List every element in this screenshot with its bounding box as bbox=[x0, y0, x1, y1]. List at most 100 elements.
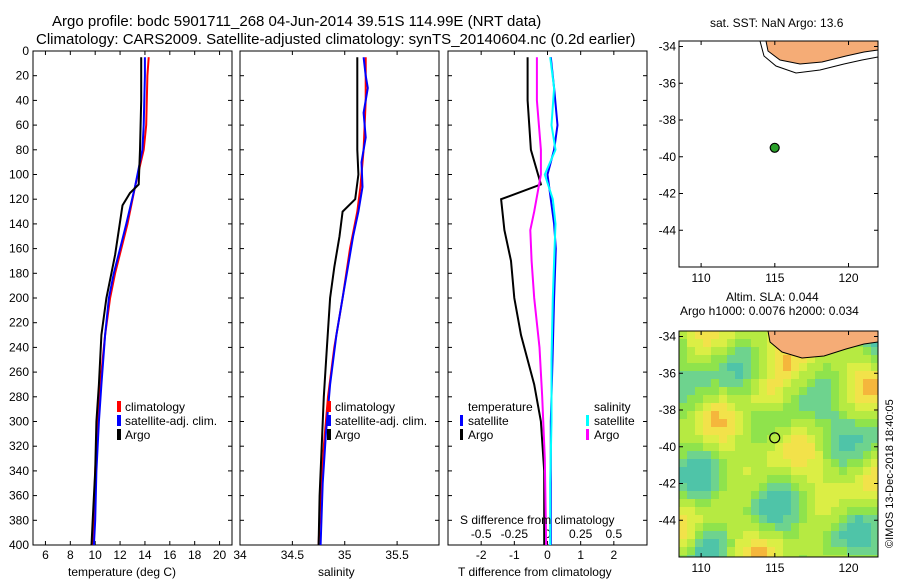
sla-cell bbox=[751, 403, 760, 412]
sla-cell bbox=[727, 467, 736, 476]
sla-cell bbox=[759, 483, 768, 492]
sla-cell bbox=[823, 387, 832, 396]
sla-cell bbox=[703, 355, 712, 364]
sla-cell bbox=[831, 419, 840, 428]
sla-cell bbox=[703, 531, 712, 540]
sla-cell bbox=[743, 379, 752, 388]
sla-cell bbox=[775, 403, 784, 412]
sla-cell bbox=[783, 379, 792, 388]
sla-cell bbox=[767, 491, 776, 500]
sla-cell bbox=[807, 523, 816, 532]
legend-label-s-argo: Argo bbox=[594, 428, 620, 442]
sla-cell bbox=[711, 419, 720, 428]
sla-cell bbox=[847, 403, 856, 412]
sla-cell bbox=[767, 467, 776, 476]
sla-cell bbox=[799, 555, 808, 557]
sla-cell bbox=[871, 419, 878, 428]
sla-cell bbox=[759, 523, 768, 532]
sla-cell bbox=[679, 475, 688, 484]
x-tick-label: 8 bbox=[67, 548, 74, 562]
sla-cell bbox=[679, 435, 688, 444]
sla-cell bbox=[863, 459, 872, 468]
sla-cell bbox=[831, 507, 840, 516]
sla-cell bbox=[735, 355, 744, 364]
sla-cell bbox=[727, 403, 736, 412]
sla-cell bbox=[679, 547, 688, 556]
sla-cell bbox=[679, 539, 688, 548]
sla-cell bbox=[719, 387, 728, 396]
sla-cell bbox=[727, 491, 736, 500]
sla-cell bbox=[783, 515, 792, 524]
sla-cell bbox=[735, 515, 744, 524]
sla-cell bbox=[759, 339, 768, 348]
sla-cell bbox=[775, 451, 784, 460]
sla-cell bbox=[759, 363, 768, 372]
sla-cell bbox=[735, 459, 744, 468]
sla-cell bbox=[855, 531, 864, 540]
sla-cell bbox=[735, 555, 744, 557]
sla-cell bbox=[751, 507, 760, 516]
sla-cell bbox=[759, 491, 768, 500]
sla-cell bbox=[775, 411, 784, 420]
sla-cell bbox=[847, 547, 856, 556]
sla-cell bbox=[815, 435, 824, 444]
sla-cell bbox=[735, 347, 744, 356]
sla-cell bbox=[727, 435, 736, 444]
sla-cell bbox=[823, 435, 832, 444]
sla-map-axes-box bbox=[678, 330, 879, 558]
sla-cell bbox=[759, 387, 768, 396]
sla-cell bbox=[815, 459, 824, 468]
sla-cell bbox=[767, 547, 776, 556]
sla-cell bbox=[871, 515, 878, 524]
sla-cell bbox=[759, 443, 768, 452]
sla-cell bbox=[759, 379, 768, 388]
sla-cell bbox=[799, 379, 808, 388]
sla-cell bbox=[735, 339, 744, 348]
legend-swatch-argo bbox=[117, 429, 121, 440]
sla-cell bbox=[807, 555, 816, 557]
sla-cell bbox=[767, 419, 776, 428]
sla-cell bbox=[735, 403, 744, 412]
sla-cell bbox=[815, 363, 824, 372]
sla-cell bbox=[839, 347, 848, 356]
sla-cell bbox=[871, 427, 878, 436]
sla-cell bbox=[703, 339, 712, 348]
sla-cell bbox=[751, 435, 760, 444]
sla-cell bbox=[751, 355, 760, 364]
lon-tick-label: 120 bbox=[839, 271, 859, 285]
s-tick-label: 0 bbox=[544, 527, 551, 541]
sla-cell bbox=[703, 395, 712, 404]
coastline-outline bbox=[759, 41, 878, 74]
sla-cell bbox=[767, 555, 776, 557]
sla-cell bbox=[727, 411, 736, 420]
sla-cell bbox=[695, 499, 704, 508]
sla-cell bbox=[839, 411, 848, 420]
sla-cell bbox=[863, 539, 872, 548]
sla-cell bbox=[831, 387, 840, 396]
sla-cell bbox=[815, 515, 824, 524]
temperature-axes-box bbox=[32, 50, 233, 546]
sla-cell bbox=[855, 411, 864, 420]
sla-cell bbox=[687, 523, 696, 532]
sla-cell bbox=[703, 467, 712, 476]
sla-cell bbox=[759, 347, 768, 356]
sla-cell bbox=[815, 539, 824, 548]
sla-cell bbox=[743, 363, 752, 372]
sla-cell bbox=[751, 555, 760, 557]
sla-cell bbox=[711, 467, 720, 476]
sla-cell bbox=[831, 395, 840, 404]
figure-title-line1: Argo profile: bodc 5901711_268 04-Jun-20… bbox=[52, 13, 541, 30]
sla-cell bbox=[751, 547, 760, 556]
sla-cell bbox=[767, 459, 776, 468]
legend-label-climatology: climatology bbox=[335, 400, 395, 414]
sla-cell bbox=[847, 411, 856, 420]
sla-cell bbox=[863, 379, 872, 388]
sla-cell bbox=[831, 475, 840, 484]
sla-cell bbox=[679, 459, 688, 468]
lat-tick-label: -36 bbox=[659, 366, 677, 380]
depth-tick-label: 160 bbox=[9, 242, 29, 256]
sla-cell bbox=[855, 403, 864, 412]
sla-cell bbox=[815, 555, 824, 557]
sla-cell bbox=[831, 531, 840, 540]
sla-cell bbox=[711, 355, 720, 364]
